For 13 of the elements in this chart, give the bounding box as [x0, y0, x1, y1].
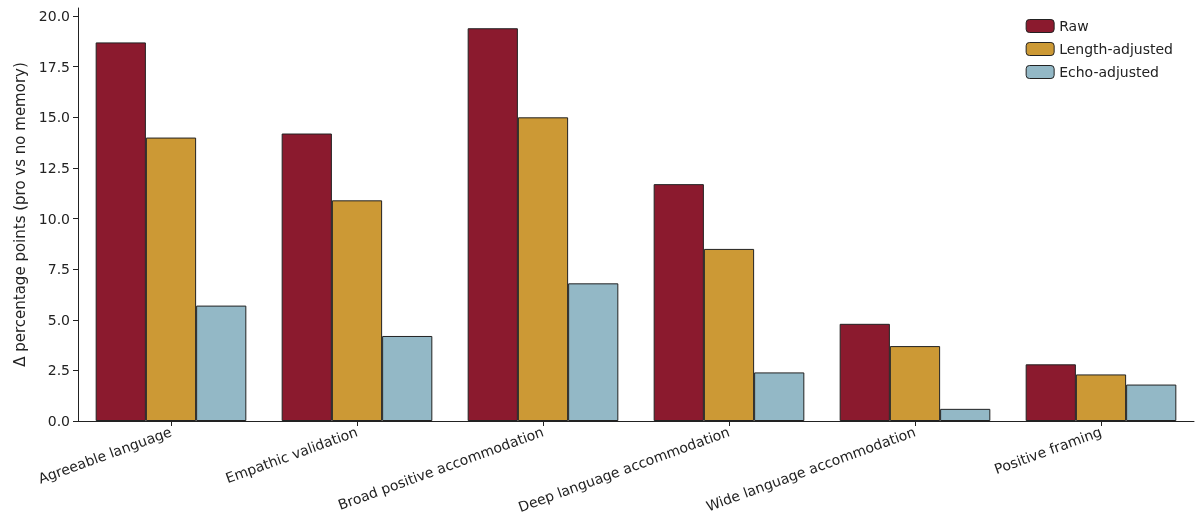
y-tick-label: 17.5: [38, 58, 70, 75]
legend-label: Echo-adjusted: [1059, 64, 1159, 80]
legend-label: Raw: [1059, 18, 1089, 34]
legend-label: Length-adjusted: [1059, 41, 1174, 57]
y-tick-label: 10.0: [38, 210, 70, 227]
y-tick-label: 15.0: [38, 109, 70, 126]
y-tick-label: 12.5: [38, 159, 70, 176]
y-tick-label: 20.0: [38, 8, 70, 25]
y-axis-title: Δ percentage points (pro vs no memory): [11, 62, 30, 367]
y-tick-label: 0.0: [47, 413, 70, 429]
y-tick-label: 5.0: [47, 311, 70, 328]
y-tick-label: 2.5: [47, 362, 70, 379]
y-tick-label: 7.5: [47, 261, 70, 278]
